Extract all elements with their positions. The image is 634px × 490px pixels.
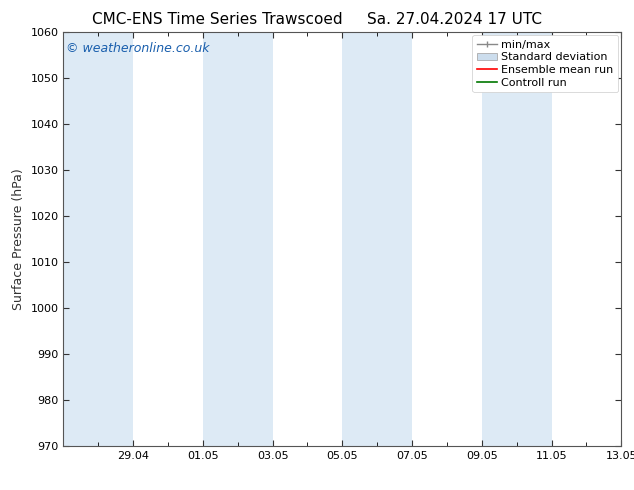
Bar xyxy=(63,32,133,446)
Y-axis label: Surface Pressure (hPa): Surface Pressure (hPa) xyxy=(12,168,25,310)
Bar xyxy=(482,32,552,446)
Bar xyxy=(203,32,273,446)
Legend: min/max, Standard deviation, Ensemble mean run, Controll run: min/max, Standard deviation, Ensemble me… xyxy=(472,35,618,93)
Text: CMC-ENS Time Series Trawscoed     Sa. 27.04.2024 17 UTC: CMC-ENS Time Series Trawscoed Sa. 27.04.… xyxy=(92,12,542,27)
Text: © weatheronline.co.uk: © weatheronline.co.uk xyxy=(66,42,210,55)
Bar xyxy=(342,32,412,446)
